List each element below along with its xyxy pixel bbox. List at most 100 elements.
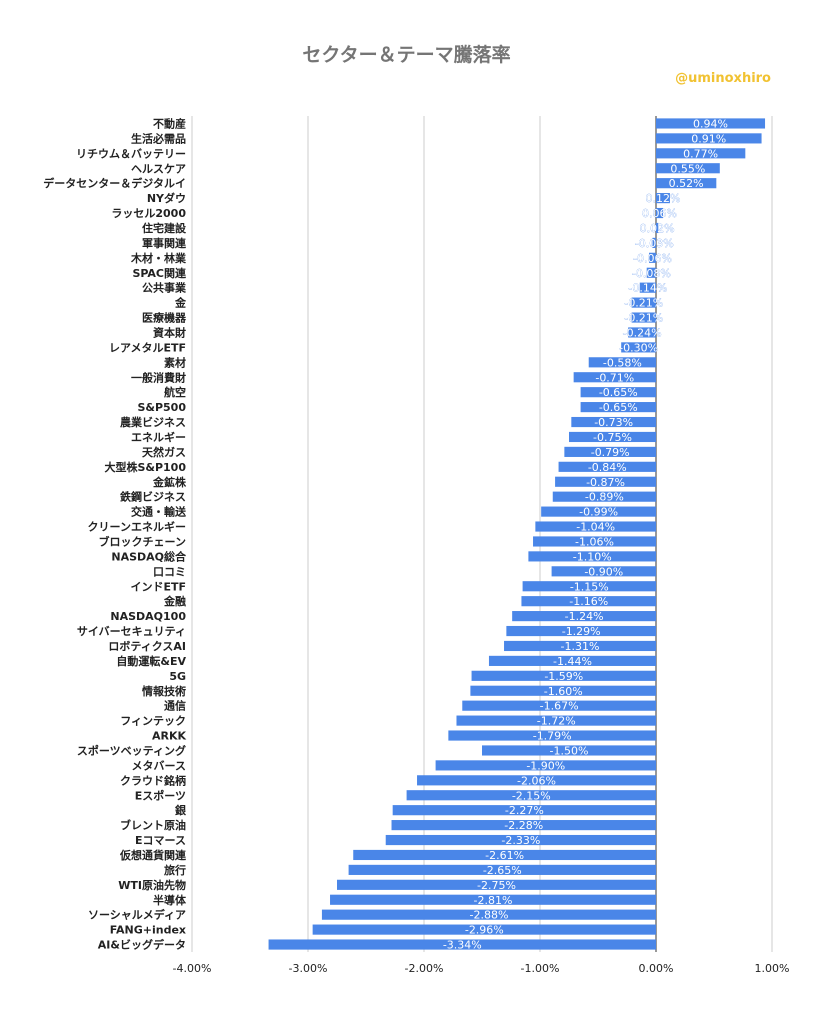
category-label: 鉄鋼ビジネス [120,490,186,504]
category-labels: 不動産生活必需品リチウム＆バッテリーヘルスケアデータセンター＆デジタルイNYダウ… [43,116,187,951]
bar [573,372,656,383]
category-label: 金鉱株 [152,475,187,489]
data-label: -1.79% [533,730,572,743]
data-label: -0.87% [586,476,625,489]
bar [552,491,656,502]
data-label: -1.16% [569,595,608,608]
bar [656,178,717,189]
category-label: スポーツベッティング [77,743,186,757]
bar [535,521,656,532]
data-label: -1.90% [526,759,565,772]
bar [448,730,656,741]
data-label: -2.33% [501,834,540,847]
category-label: 金融 [163,594,186,608]
x-tick-label: 1.00% [755,962,790,975]
bar [512,611,656,622]
data-label: -0.14% [628,282,667,295]
bar [321,909,656,920]
category-label: 通信 [164,699,186,713]
data-label: -0.71% [595,371,634,384]
data-label: -0.30% [619,341,658,354]
data-label: 0.02% [640,222,675,235]
data-label: -1.10% [573,550,612,563]
data-label: 0.77% [683,147,718,160]
bar [656,163,720,174]
data-labels: 0.94% 0.91% 0.77% 0.55% 0.52% 0.12% 0.06% 0.02%… [443,117,729,951]
category-label: NASDAQ100 [110,610,186,623]
watermark-handle: @uminoxhiro [675,71,771,86]
bar [558,461,656,472]
data-label: -0.73% [594,416,633,429]
data-label: -1.50% [550,744,589,757]
data-label: -0.99% [579,506,618,519]
bar [470,685,656,696]
category-label: クリーンエネルギー [88,520,186,534]
x-tick-label: 0.00% [639,962,674,975]
bar [391,820,656,831]
data-label: -0.65% [599,386,638,399]
data-label: -1.31% [561,640,600,653]
data-label: 0.55% [670,162,705,175]
category-label: 旅行 [164,863,186,877]
data-label: -0.06% [633,252,672,265]
data-label: -0.65% [599,401,638,414]
data-label: -1.06% [575,535,614,548]
category-label: NYダウ [147,191,186,205]
category-label: エネルギー [131,430,186,444]
data-label: 0.94% [693,117,728,130]
bar [639,282,656,293]
data-label: -2.75% [477,879,516,892]
category-label: Eスポーツ [135,788,186,802]
bar [417,775,656,786]
chart-title: セクター＆テーマ騰落率 [302,44,511,66]
bar [569,431,656,443]
bar [385,834,656,846]
bar [628,327,656,338]
bar [406,790,656,801]
bar [541,506,656,517]
bar [435,760,656,771]
data-label: -0.89% [585,491,624,504]
data-label: 0.06% [642,207,677,220]
bar [649,252,656,263]
bar [268,939,656,950]
category-label: 素材 [164,355,186,369]
category-label: 半導体 [153,893,187,907]
bar [652,237,656,248]
bar [471,670,656,681]
data-label: -2.61% [485,849,524,862]
x-tick-label: -2.00% [405,962,444,975]
category-label: 自動運転&EV [116,654,186,668]
data-label: -2.96% [465,924,504,937]
category-label: 一般消費財 [131,370,186,384]
data-label: -0.58% [603,356,642,369]
data-label: -1.67% [540,700,579,713]
bar [462,700,656,711]
bar [656,133,762,144]
data-label: -0.79% [591,446,630,459]
data-label: -0.24% [623,326,662,339]
category-label: S&P500 [137,401,186,414]
category-label: ブレント原油 [120,818,186,832]
data-label: -1.15% [570,580,609,593]
bar [488,655,656,666]
data-label: -2.27% [505,804,544,817]
category-label: ARKK [152,730,187,743]
bar [631,297,656,308]
category-label: 大型株S&P100 [104,460,186,474]
category-label: 住宅建設 [142,221,187,235]
category-label: ソーシャルメディア [88,908,186,922]
data-label: -1.04% [576,521,615,534]
category-label: レアメタルETF [109,341,186,354]
bar [588,357,656,368]
bar [528,551,656,562]
category-label: ロボティクスAI [108,639,186,653]
category-label: ブロックチェーン [99,534,186,548]
bar [621,342,656,353]
bar [312,924,656,935]
bar [353,849,656,861]
bar [506,625,656,637]
bar [456,715,656,726]
data-label: -0.08% [632,267,671,280]
